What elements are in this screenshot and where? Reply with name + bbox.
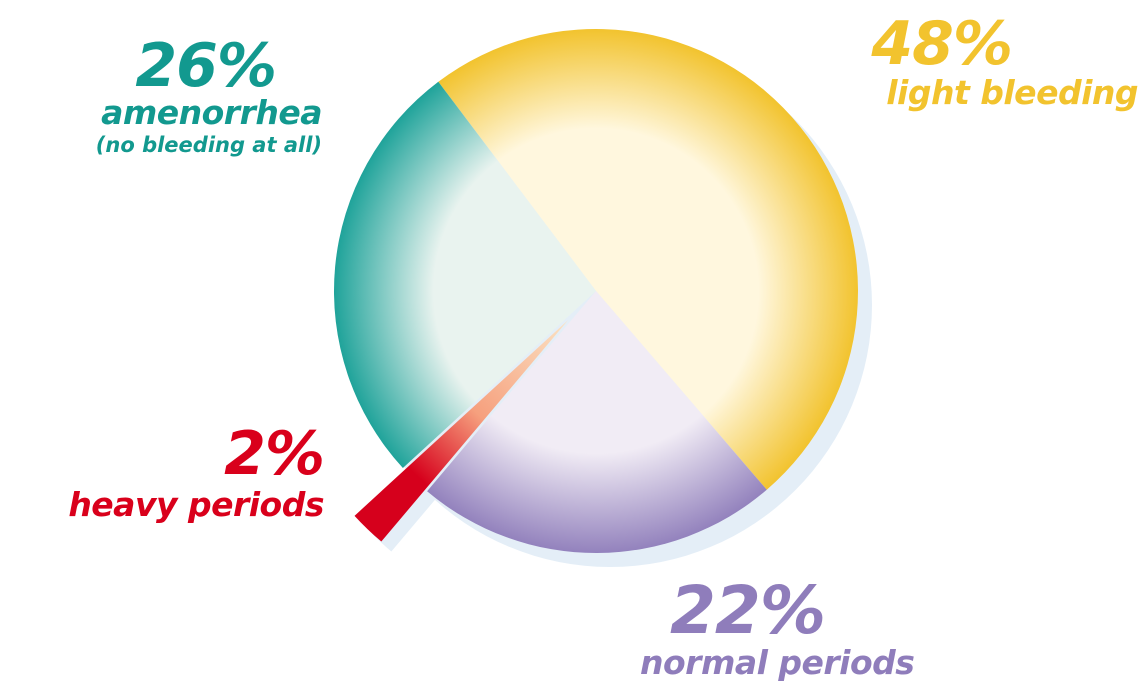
pie-slice-heavy <box>354 319 569 542</box>
pie-slice-light <box>438 28 859 490</box>
label-normal-periods-percent: 22% <box>670 572 826 649</box>
label-normal-periods: 22% normal periods <box>640 572 980 682</box>
label-amenorrhea-name: amenorrhea <box>101 93 322 132</box>
label-normal-periods-name: normal periods <box>640 643 915 682</box>
label-heavy-periods: 2% heavy periods <box>6 419 325 524</box>
label-amenorrhea-note: (no bleeding at all) <box>95 133 322 157</box>
label-light-bleeding: 48% light bleeding <box>808 14 1138 109</box>
label-heavy-periods-percent: 2% <box>224 419 325 489</box>
label-amenorrhea-percent: 26% <box>135 31 277 101</box>
pie-slices <box>333 28 859 553</box>
label-light-bleeding-percent: 48% <box>871 9 1013 79</box>
label-amenorrhea: 26% amenorrhea (no bleeding at all) <box>40 31 323 157</box>
label-heavy-periods-name: heavy periods <box>68 485 324 524</box>
pie-slice-normal <box>427 291 767 553</box>
pie-slice-amen <box>333 81 596 469</box>
label-light-bleeding-name: light bleeding <box>886 73 1138 112</box>
